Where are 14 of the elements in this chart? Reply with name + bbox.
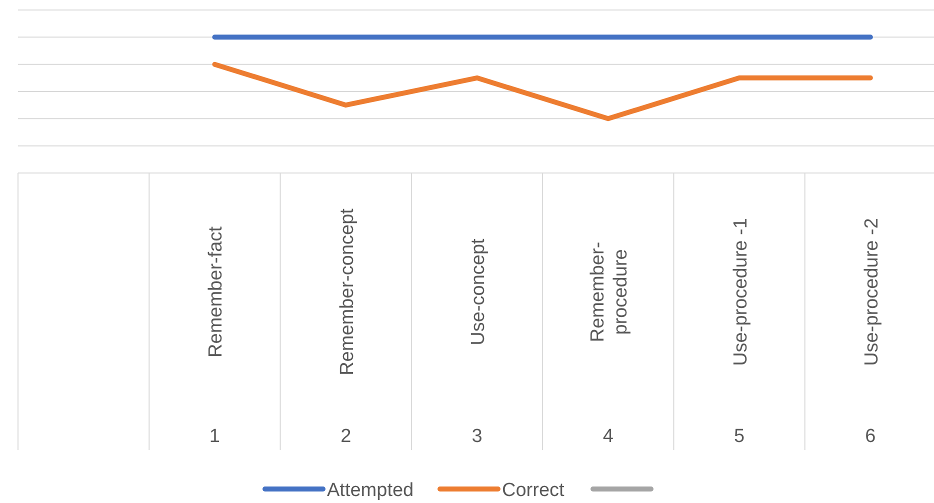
text: 1 [209,426,220,447]
text: 3 [472,426,482,447]
x-tick-label: Remember- procedure [588,242,632,342]
x-tick-label: Use-concept [468,238,489,346]
legend-label: Attempted [327,480,414,501]
x-tick-label: Remember-concept [336,208,358,376]
legend-label: Correct [502,480,566,501]
x-tick-label: Use-procedure -2 [861,218,882,366]
x-tick-label: Use-procedure -1 [730,218,752,366]
text: 5 [734,426,745,447]
text: 6 [865,426,876,447]
text: 4 [602,426,614,447]
x-tick-label: Remember-fact [206,226,227,358]
text: 2 [340,426,352,447]
